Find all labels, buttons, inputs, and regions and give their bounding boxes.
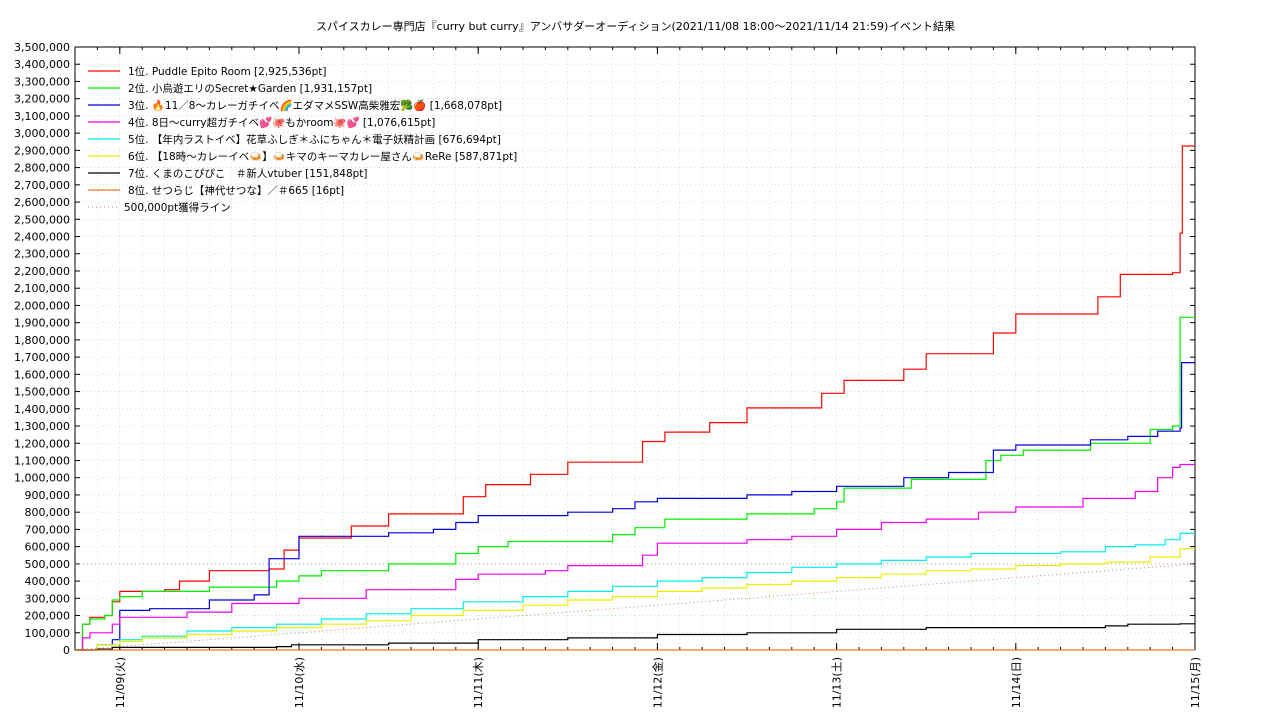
series-line-4 [75,463,1195,651]
y-tick-label: 2,700,000 [14,179,70,192]
y-tick-label: 3,100,000 [14,110,70,123]
y-tick-label: 600,000 [25,541,71,554]
y-tick-label: 500,000 [25,558,71,571]
chart-title: スパイスカレー専門店『curry but curry』アンバサダーオーディション… [316,19,888,33]
y-tick-label: 1,600,000 [14,368,70,381]
y-tick-label: 200,000 [25,610,71,623]
reference-line-group [74,563,1196,651]
legend-label-6: 6位. 【18時〜カレーイベ🍛】🍛キマのキーマカレー屋さん🍛ReRe [587,… [128,150,517,163]
legend-label-reference: 500,000pt獲得ライン [124,201,231,214]
x-tick-label: 11/15(月) [1189,657,1202,708]
y-tick-label: 3,200,000 [14,93,70,106]
y-tick-label: 1,200,000 [14,437,70,450]
x-tick-label: 11/14(日) [1010,657,1023,708]
y-tick-label: 2,400,000 [14,231,70,244]
x-tick-label: 11/10(水) [293,657,306,708]
y-tick-label: 2,300,000 [14,248,70,261]
y-tick-label: 1,100,000 [14,454,70,467]
x-tick-label: 11/09(火) [114,657,127,708]
y-tick-label: 1,800,000 [14,334,70,347]
series-line-6 [75,548,1195,651]
y-tick-label: 3,500,000 [14,41,70,54]
legend-label-1: 1位. Puddle Epito Room [2,925,536pt] [128,65,326,78]
y-tick-label: 2,900,000 [14,144,70,157]
y-tick-label: 900,000 [25,489,71,502]
y-tick-label: 800,000 [25,506,71,519]
legend-label-8: 8位. せつらじ【神代せつな】／＃665 [16pt] [128,184,344,197]
y-axis-ticks: 0 100,000 200,000 300,000 400,000 500,000 600,… [14,41,1195,657]
y-tick-label: 700,000 [25,523,71,536]
y-tick-label: 1,500,000 [14,386,70,399]
y-tick-label: 2,000,000 [14,299,70,312]
y-tick-label: 1,900,000 [14,317,70,330]
legend-label-5: 5位. 【年内ラストイベ】花草ふしぎ＊ふにちゃん＊電子妖精計画 [676,694… [128,133,501,146]
legend-label-4: 4位. 8日〜curry超ガチイベ💕🐙もかroom🐙💕 [1,076,615pt… [128,116,435,129]
y-tick-label: 3,300,000 [14,75,70,88]
reference-line [74,563,1196,651]
y-tick-label: 100,000 [25,627,71,640]
y-tick-label: 3,000,000 [14,127,70,140]
legend-label-7: 7位. くまのこぴぴこ ＃新人vtuber [151,848pt] [128,167,368,180]
x-tick-label: 11/11(木) [472,657,485,708]
y-tick-label: 2,600,000 [14,196,70,209]
y-tick-label: 2,100,000 [14,282,70,295]
y-tick-label: 1,700,000 [14,351,70,364]
y-tick-label: 1,400,000 [14,403,70,416]
series-line-2 [75,316,1195,651]
y-tick-label: 0 [63,644,70,657]
x-tick-label: 11/12(金) [650,657,664,708]
y-tick-label: 400,000 [25,575,71,588]
series-line-7 [75,623,1195,651]
y-tick-label: 3,400,000 [14,58,70,71]
x-tick-label: 11/13(土) [831,657,844,708]
grid-lines [75,47,1195,650]
legend-label-3: 3位. 🔥11／8〜カレーガチイベ🌈エダマメSSW高柴雅宏🥦🍎 [1,668,0… [128,99,502,112]
legend-label-2: 2位. 小烏遊エリのSecret★Garden [1,931,157pt] [128,82,372,95]
series-line-3 [75,362,1195,651]
series-line-1 [75,145,1195,651]
y-tick-label: 300,000 [25,592,71,605]
x-axis-ticks: 11/09(火) 11/10(水) 11/11(木) 11/12(金) 11/13(土)… [96,47,1202,708]
legend: 1位. Puddle Epito Room [2,925,536pt] 2位. 小… [88,65,517,214]
y-tick-label: 2,500,000 [14,213,70,226]
y-tick-label: 1,000,000 [14,472,70,485]
y-tick-label: 2,800,000 [14,162,70,175]
series-group [75,145,1195,651]
chart-subtitle: イベント結果 [889,19,955,33]
y-tick-label: 2,200,000 [14,265,70,278]
y-tick-label: 1,300,000 [14,420,70,433]
